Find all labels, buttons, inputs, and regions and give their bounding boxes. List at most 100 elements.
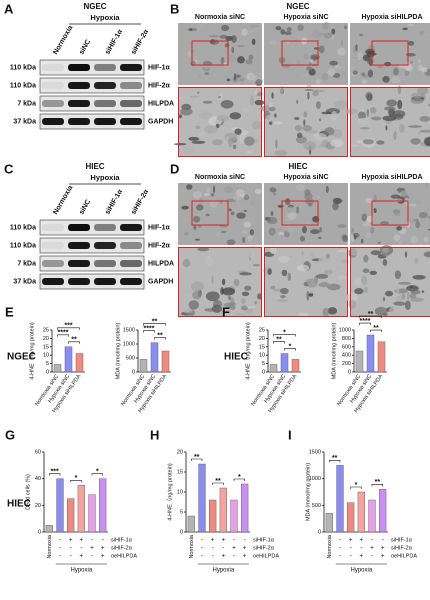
significance-label: ** bbox=[375, 479, 381, 486]
em-texture bbox=[393, 234, 401, 242]
em-texture bbox=[241, 305, 248, 311]
blot-band bbox=[42, 82, 64, 89]
em-texture bbox=[354, 288, 364, 295]
y-tick-label: 0 bbox=[132, 369, 135, 375]
em-texture bbox=[280, 287, 289, 295]
em-texture bbox=[197, 247, 210, 252]
em-texture bbox=[274, 149, 288, 157]
treatment-sign: + bbox=[90, 545, 94, 552]
treatment-sign: + bbox=[243, 553, 247, 560]
zoom-box bbox=[371, 200, 409, 226]
y-axis-label: 4-HNE（ng/mg protein) bbox=[166, 463, 173, 521]
treatment-sign: + bbox=[221, 537, 225, 544]
em-texture bbox=[362, 139, 374, 145]
em-texture bbox=[236, 212, 246, 219]
group-label: Hypoxia bbox=[212, 568, 234, 574]
kda-label: 37 kDa bbox=[13, 118, 36, 125]
blot-band bbox=[120, 242, 142, 249]
em-texture bbox=[311, 30, 322, 39]
bar bbox=[150, 342, 159, 373]
em-texture bbox=[249, 229, 255, 236]
significance-bracket bbox=[154, 337, 166, 340]
em-texture bbox=[384, 290, 394, 297]
treatment-sign: - bbox=[59, 545, 61, 552]
treatment-sign: + bbox=[79, 553, 83, 560]
em-texture bbox=[401, 293, 406, 301]
em-texture bbox=[269, 187, 277, 193]
em-texture bbox=[331, 111, 338, 121]
em-texture bbox=[186, 184, 193, 190]
em-texture bbox=[260, 105, 273, 112]
blot-band bbox=[42, 118, 64, 125]
em-texture bbox=[361, 108, 364, 113]
em-texture bbox=[361, 238, 364, 244]
em-texture bbox=[248, 251, 255, 259]
em-texture bbox=[180, 189, 185, 194]
y-tick-label: 1500 bbox=[309, 449, 321, 455]
em-texture bbox=[331, 28, 336, 35]
significance-label: ** bbox=[157, 332, 163, 339]
em-texture bbox=[417, 87, 429, 95]
zoom-box bbox=[371, 40, 409, 66]
y-tick-label: 0 bbox=[38, 529, 41, 535]
significance-label: ** bbox=[276, 336, 282, 343]
em-texture bbox=[254, 301, 258, 305]
treatment-sign: + bbox=[101, 553, 105, 560]
em-texture bbox=[254, 138, 259, 143]
em-texture bbox=[392, 67, 399, 76]
em-texture bbox=[318, 236, 322, 239]
em-texture bbox=[230, 211, 235, 216]
em-texture bbox=[327, 283, 341, 291]
group-label: Hypoxia bbox=[90, 173, 120, 182]
treatment-label: siHIF-1α bbox=[111, 537, 133, 543]
treatment-sign: - bbox=[233, 537, 235, 544]
em-texture bbox=[382, 75, 390, 83]
em-texture bbox=[330, 25, 335, 30]
em-texture bbox=[325, 253, 331, 259]
treatment-sign: + bbox=[79, 537, 83, 544]
bar bbox=[64, 346, 73, 373]
em-texture bbox=[281, 269, 288, 277]
em-texture bbox=[294, 124, 302, 132]
em-texture bbox=[342, 235, 348, 242]
em-texture bbox=[409, 293, 417, 299]
em-texture bbox=[234, 313, 247, 316]
em-texture bbox=[223, 186, 234, 194]
blot-band bbox=[68, 118, 90, 125]
em-texture bbox=[228, 70, 233, 75]
treatment-sign: + bbox=[243, 545, 247, 552]
blot-band bbox=[120, 224, 142, 231]
em-texture bbox=[228, 208, 232, 212]
significance-label: **** bbox=[360, 318, 371, 325]
em-texture bbox=[401, 189, 407, 197]
em-texture bbox=[229, 112, 242, 120]
significance-bracket bbox=[212, 482, 224, 485]
em-texture bbox=[225, 136, 230, 141]
treatment-label: oeHILPDA bbox=[391, 553, 417, 559]
em-texture bbox=[382, 258, 388, 266]
bar bbox=[347, 502, 355, 533]
em-texture bbox=[377, 65, 384, 68]
bar bbox=[77, 485, 85, 533]
y-axis-label: MDA (nmol/mg protein) bbox=[331, 323, 337, 380]
em-texture bbox=[270, 38, 276, 45]
em-texture bbox=[283, 31, 292, 36]
em-texture bbox=[421, 67, 428, 73]
em-texture bbox=[234, 128, 242, 135]
em-texture bbox=[365, 232, 371, 239]
kda-label: 7 kDa bbox=[17, 260, 36, 267]
x-tick-label: Normoxia bbox=[189, 534, 195, 558]
significance-bracket bbox=[70, 480, 82, 483]
em-texture bbox=[275, 25, 282, 31]
blot-band bbox=[68, 224, 90, 231]
significance-label: ** bbox=[152, 318, 158, 325]
em-texture bbox=[319, 226, 322, 233]
y-tick-label: 10 bbox=[43, 353, 49, 359]
em-texture bbox=[362, 222, 371, 227]
em-texture bbox=[192, 215, 201, 223]
significance-bracket bbox=[284, 348, 296, 351]
bar bbox=[198, 463, 206, 533]
em-texture bbox=[366, 108, 370, 117]
em-texture bbox=[215, 123, 220, 129]
